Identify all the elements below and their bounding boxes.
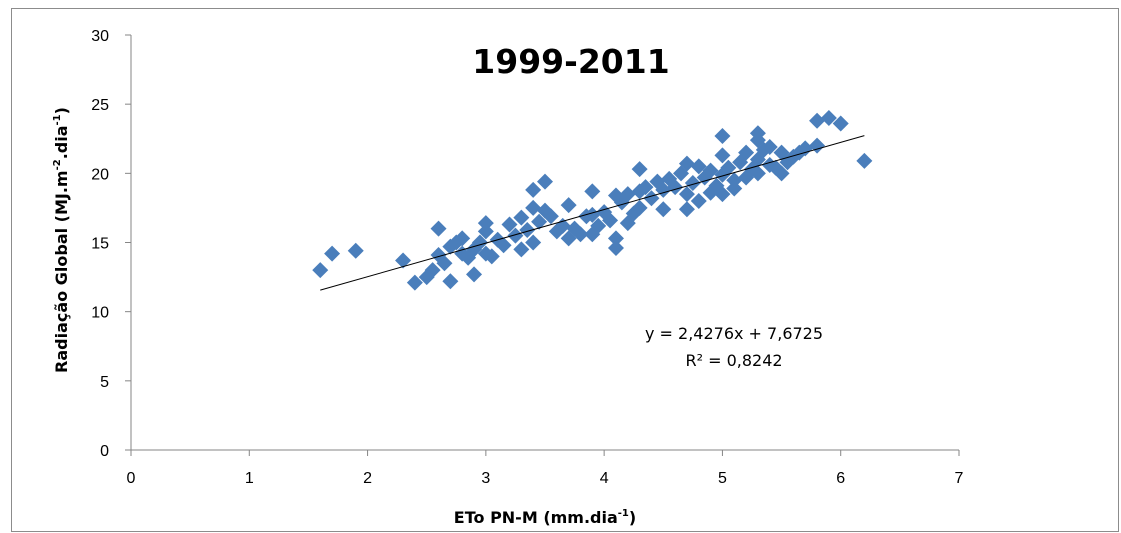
data-point bbox=[714, 147, 731, 164]
x-tick-label: 5 bbox=[718, 470, 727, 487]
data-point bbox=[324, 245, 341, 262]
x-tick-label: 3 bbox=[481, 470, 490, 487]
data-point bbox=[856, 152, 873, 169]
data-point bbox=[395, 252, 412, 269]
data-point bbox=[607, 240, 624, 257]
data-point bbox=[643, 190, 660, 207]
chart-frame bbox=[11, 8, 1119, 532]
data-point bbox=[312, 262, 329, 279]
data-point bbox=[513, 209, 530, 226]
x-tick-label: 6 bbox=[836, 470, 845, 487]
data-point bbox=[631, 199, 648, 216]
data-point bbox=[797, 140, 814, 157]
data-point bbox=[519, 222, 536, 239]
data-point bbox=[738, 144, 755, 161]
data-point bbox=[525, 199, 542, 216]
data-point bbox=[525, 234, 542, 251]
data-point bbox=[542, 208, 559, 225]
data-point bbox=[678, 201, 695, 218]
data-point bbox=[507, 227, 524, 244]
data-point bbox=[832, 115, 849, 132]
x-tick-label: 4 bbox=[600, 470, 609, 487]
data-point bbox=[483, 248, 500, 265]
trendline bbox=[320, 135, 865, 291]
data-point bbox=[430, 220, 447, 237]
data-point bbox=[684, 175, 701, 192]
y-tick-label: 25 bbox=[91, 97, 109, 114]
data-point bbox=[714, 127, 731, 144]
y-tick-label: 20 bbox=[91, 166, 109, 183]
data-points bbox=[312, 110, 873, 291]
data-point bbox=[442, 273, 459, 290]
y-axis-title: Radiação Global (MJ.m-2.dia-1) bbox=[52, 107, 71, 373]
data-point bbox=[460, 249, 477, 266]
y-tick-label: 5 bbox=[100, 374, 109, 391]
data-point bbox=[607, 230, 624, 247]
y-tick-label: 0 bbox=[100, 443, 109, 460]
data-point bbox=[690, 193, 707, 209]
data-point bbox=[454, 230, 471, 247]
data-point bbox=[584, 183, 601, 200]
data-point bbox=[720, 159, 737, 176]
data-point bbox=[554, 217, 571, 234]
plot-area: 0 5 10 15 20 25 30 0 1 2 3 4 5 6 7 bbox=[91, 28, 963, 487]
data-point bbox=[590, 217, 607, 234]
data-point bbox=[761, 139, 778, 156]
data-point bbox=[655, 201, 672, 218]
data-point bbox=[477, 245, 494, 262]
data-point bbox=[773, 165, 790, 182]
data-point bbox=[714, 186, 731, 203]
data-point bbox=[513, 241, 530, 258]
data-point bbox=[525, 181, 542, 198]
data-point bbox=[436, 255, 453, 272]
data-point bbox=[667, 179, 684, 196]
data-point bbox=[602, 212, 619, 229]
data-point bbox=[678, 155, 695, 172]
data-point bbox=[560, 197, 577, 214]
data-point bbox=[347, 242, 364, 259]
data-point bbox=[726, 180, 743, 197]
x-tick-label: 0 bbox=[127, 470, 136, 487]
x-tick-label: 2 bbox=[363, 470, 372, 487]
data-point bbox=[424, 262, 441, 279]
data-point bbox=[466, 266, 483, 283]
equation-label: y = 2,4276x + 7,6725 bbox=[645, 324, 823, 343]
data-point bbox=[809, 137, 826, 154]
data-point bbox=[495, 237, 512, 254]
data-point bbox=[749, 165, 766, 182]
data-point bbox=[820, 110, 837, 126]
data-point bbox=[471, 234, 488, 251]
data-point bbox=[477, 215, 494, 232]
y-tick-label: 10 bbox=[91, 305, 109, 322]
x-axis-title: ETo PN-M (mm.dia-1) bbox=[454, 508, 636, 527]
data-point bbox=[631, 161, 648, 178]
data-point bbox=[430, 246, 447, 263]
data-point bbox=[572, 226, 589, 243]
data-point bbox=[477, 223, 494, 240]
y-tick-label: 30 bbox=[91, 28, 109, 45]
data-point bbox=[584, 206, 601, 223]
y-axis-ticks: 0 5 10 15 20 25 30 bbox=[91, 28, 131, 460]
data-point bbox=[637, 179, 654, 196]
data-point bbox=[406, 274, 423, 291]
x-tick-label: 1 bbox=[245, 470, 254, 487]
x-axis-ticks: 0 1 2 3 4 5 6 7 bbox=[127, 450, 964, 487]
data-point bbox=[619, 186, 636, 203]
data-point bbox=[726, 172, 743, 189]
x-tick-label: 7 bbox=[955, 470, 964, 487]
data-point bbox=[809, 112, 826, 129]
y-tick-label: 15 bbox=[91, 236, 109, 253]
data-point bbox=[678, 186, 695, 203]
chart-title: 1999-2011 bbox=[472, 42, 669, 81]
r-squared-label: R² = 0,8242 bbox=[685, 351, 782, 370]
data-point bbox=[531, 213, 548, 230]
data-point bbox=[501, 216, 518, 233]
data-point bbox=[537, 173, 553, 190]
